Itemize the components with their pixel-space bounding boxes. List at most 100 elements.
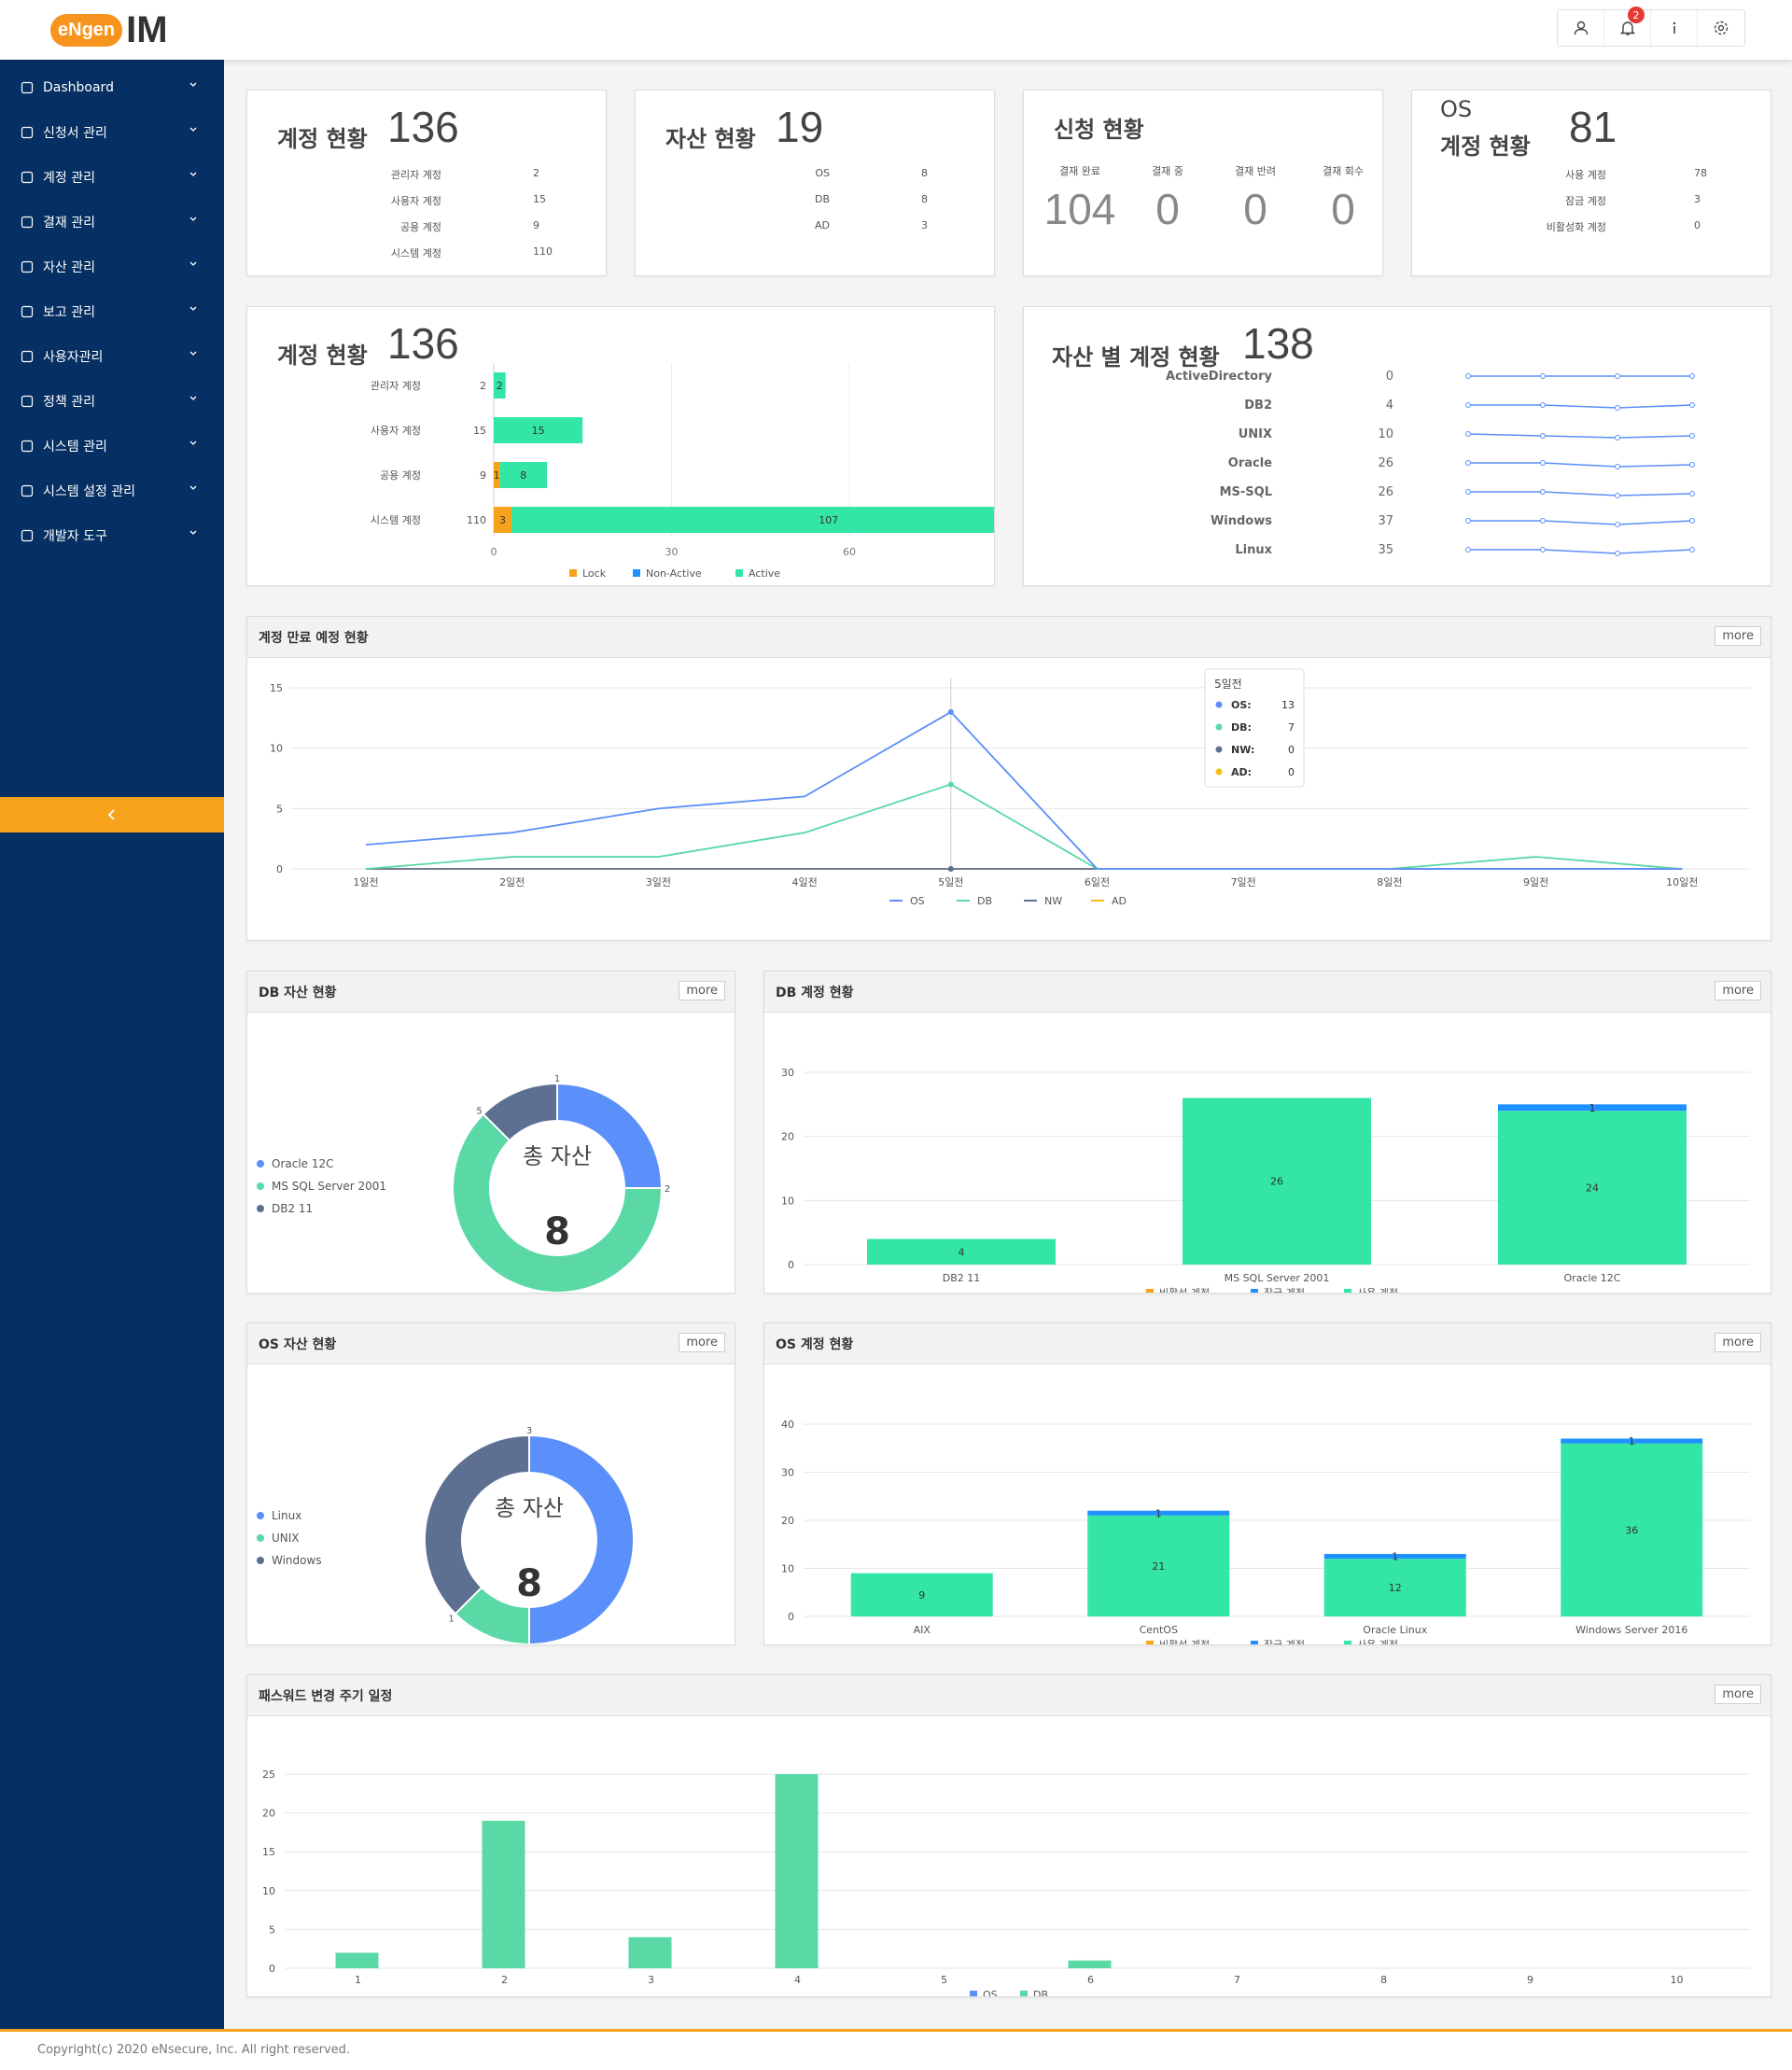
legend-label: OS <box>983 1989 998 1996</box>
info-button[interactable] <box>1651 10 1698 46</box>
legend-swatch <box>257 1534 264 1542</box>
x-tick-label: 9일전 <box>1523 875 1548 888</box>
more-button[interactable]: more <box>1715 1685 1761 1704</box>
legend-label: DB <box>1033 1989 1048 1996</box>
db-account-panel: DB 계정 현황 more 0 10 20 30 DB2 11 4 MS SQL Server… <box>763 971 1771 1294</box>
y-tick-label: 10 <box>270 743 283 755</box>
user-button[interactable] <box>1558 10 1604 46</box>
tooltip-title: 5일전 <box>1214 678 1242 691</box>
sidebar-item-2[interactable]: 계정 관리 <box>0 155 224 200</box>
panel-title: 계정 만료 예정 현황 <box>259 630 369 646</box>
legend-label: UNIX <box>272 1532 300 1545</box>
summary-row-value: 3 <box>1694 193 1701 205</box>
asset-value: 26 <box>1378 456 1393 470</box>
footer: Copyright(c) 2020 eNsecure, Inc. All rig… <box>0 2029 1792 2070</box>
slice-value-label: 1 <box>554 1074 560 1084</box>
more-button[interactable]: more <box>1715 1333 1761 1352</box>
more-button[interactable]: more <box>1715 981 1761 1000</box>
asset-account-card: 자산 별 계정 현황 138 ActiveDirectory 0 DB2 4 UNIX 1… <box>1023 306 1771 586</box>
sidebar-item-3[interactable]: 결재 관리 <box>0 200 224 245</box>
sidebar-item-8[interactable]: 시스템 관리 <box>0 424 224 469</box>
tooltip-key: DB: <box>1231 721 1252 734</box>
logo[interactable]: eNgen IM <box>50 9 168 50</box>
donut-slice <box>556 1082 664 1189</box>
sparkline <box>1468 491 1693 497</box>
edit-icon <box>21 126 34 139</box>
card-total: 138 <box>1242 319 1314 368</box>
card-title: 신청 현황 <box>1054 117 1144 143</box>
tooltip-key: AD: <box>1231 766 1252 778</box>
row-value: 3 <box>921 219 928 231</box>
sidebar: Dashboard 신청서 관리 계정 관리 결재 관리 자산 관리 보고 관리 사용자관리… <box>0 60 224 2029</box>
bar-segment <box>494 372 506 399</box>
more-button[interactable]: more <box>679 1333 725 1352</box>
tooltip-value: 13 <box>1281 699 1295 711</box>
sidebar-item-7[interactable]: 정책 관리 <box>0 379 224 424</box>
sidebar-item-5[interactable]: 보고 관리 <box>0 289 224 334</box>
sparkline-point <box>1615 464 1620 469</box>
legend-swatch <box>257 1557 264 1564</box>
request-summary-card: 신청 현황 결재 완료 104 결재 중 0 결재 반려 0 결재 회수 0 <box>1023 90 1383 276</box>
bar-segment <box>1323 1554 1466 1559</box>
expire-line-chart: 0 5 10 15 1일전 2일전 3일전 4일전 5일전 6일전 7일전 8일전 9일전 10일전 5일전… <box>270 668 1750 907</box>
more-button[interactable]: more <box>679 981 725 1000</box>
row-label: DB <box>814 193 830 205</box>
sidebar-item-label: 시스템 설정 관리 <box>43 484 136 499</box>
more-button[interactable]: more <box>1715 626 1761 646</box>
bar-value-label: 1 <box>1629 1435 1635 1448</box>
x-tick-label: 3 <box>648 1974 654 1986</box>
sparkline-point <box>1465 431 1471 437</box>
bar-segment <box>850 1573 993 1616</box>
settings-button[interactable] <box>1698 10 1744 46</box>
password-cycle-panel: 패스워드 변경 주기 일정 more 0 5 10 15 20 25 1 2 3 4 5 6 7 8 9 10 O… <box>246 1674 1771 1997</box>
notification-button[interactable]: 2 <box>1604 7 1651 46</box>
os-account-bar-chart: 0 10 20 30 40 AIX 9 CentOS 21 1 Oracle Linux 12 1 Win… <box>781 1419 1750 1644</box>
legend-swatch <box>1146 1641 1154 1644</box>
y-tick-label: 10 <box>781 1563 794 1575</box>
sidebar-item-10[interactable]: 개발자 도구 <box>0 513 224 558</box>
y-tick-label: 0 <box>788 1259 794 1271</box>
row-value: 15 <box>533 193 546 205</box>
sidebar-item-6[interactable]: 사용자관리 <box>0 334 224 379</box>
sidebar-item-1[interactable]: 신청서 관리 <box>0 110 224 155</box>
sidebar-item-4[interactable]: 자산 관리 <box>0 245 224 289</box>
panel-header: DB 계정 현황 more <box>764 972 1771 1013</box>
summary-row: DB <box>690 193 830 205</box>
collapse-sidebar-button[interactable] <box>0 797 224 832</box>
x-tick-label: DB2 11 <box>943 1272 981 1284</box>
sparkline-point <box>1540 433 1546 439</box>
legend-swatch <box>1344 1289 1351 1293</box>
chevron-down-icon <box>189 530 197 535</box>
sparkline-point <box>1540 518 1546 524</box>
sparkline <box>1468 404 1693 409</box>
row-value: 78 <box>1694 167 1707 179</box>
x-tick-label: 5일전 <box>938 875 963 888</box>
legend-label: Non-Active <box>646 567 702 580</box>
legend-swatch <box>633 569 640 577</box>
sidebar-item-0[interactable]: Dashboard <box>0 65 224 110</box>
sidebar-item-9[interactable]: 시스템 설정 관리 <box>0 469 224 513</box>
tooltip-key: NW: <box>1231 744 1254 756</box>
sparkline-point <box>1465 460 1471 466</box>
asset-label: ActiveDirectory <box>1166 370 1272 384</box>
summary-row: OS <box>690 167 830 179</box>
bar-segment <box>499 462 548 488</box>
bar-db <box>482 1820 525 1968</box>
row-label: 사용자 계정 <box>390 195 441 207</box>
card-icon <box>21 216 34 229</box>
gear-icon <box>21 484 34 497</box>
logo-badge: eNgen <box>50 13 123 47</box>
dashboard-icon <box>21 81 34 94</box>
sparkline-point <box>1615 551 1620 556</box>
legend-swatch <box>1251 1289 1258 1293</box>
y-tick-label: 40 <box>781 1419 794 1431</box>
y-tick-label: 0 <box>276 863 283 875</box>
card-total: 136 <box>387 103 459 151</box>
col-label: 결재 반려 <box>1235 165 1276 177</box>
legend-label: DB <box>977 895 992 907</box>
legend-label: MS SQL Server 2001 <box>272 1180 386 1193</box>
bar-value-label: 2 <box>497 380 503 392</box>
row-value: 8 <box>921 167 928 179</box>
tooltip-value: 0 <box>1288 766 1295 778</box>
bar-value-label: 1 <box>1589 1102 1596 1114</box>
